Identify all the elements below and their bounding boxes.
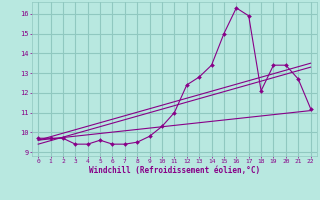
X-axis label: Windchill (Refroidissement éolien,°C): Windchill (Refroidissement éolien,°C) — [89, 166, 260, 175]
